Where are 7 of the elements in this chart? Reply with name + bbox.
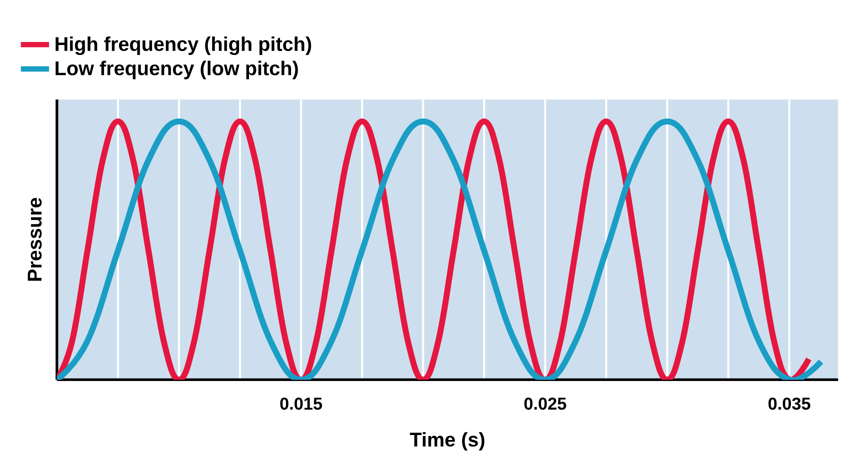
y-axis-title: Pressure (28, 198, 42, 281)
x-tick-label: 0.015 (280, 398, 322, 410)
x-tick-label: 0.035 (768, 398, 810, 410)
x-tick-label: 0.025 (524, 398, 566, 410)
x-axis-title: Time (s) (410, 432, 484, 451)
legend-label: High frequency (high pitch) (56, 36, 312, 56)
legend-label: Low frequency (low pitch) (56, 60, 298, 80)
